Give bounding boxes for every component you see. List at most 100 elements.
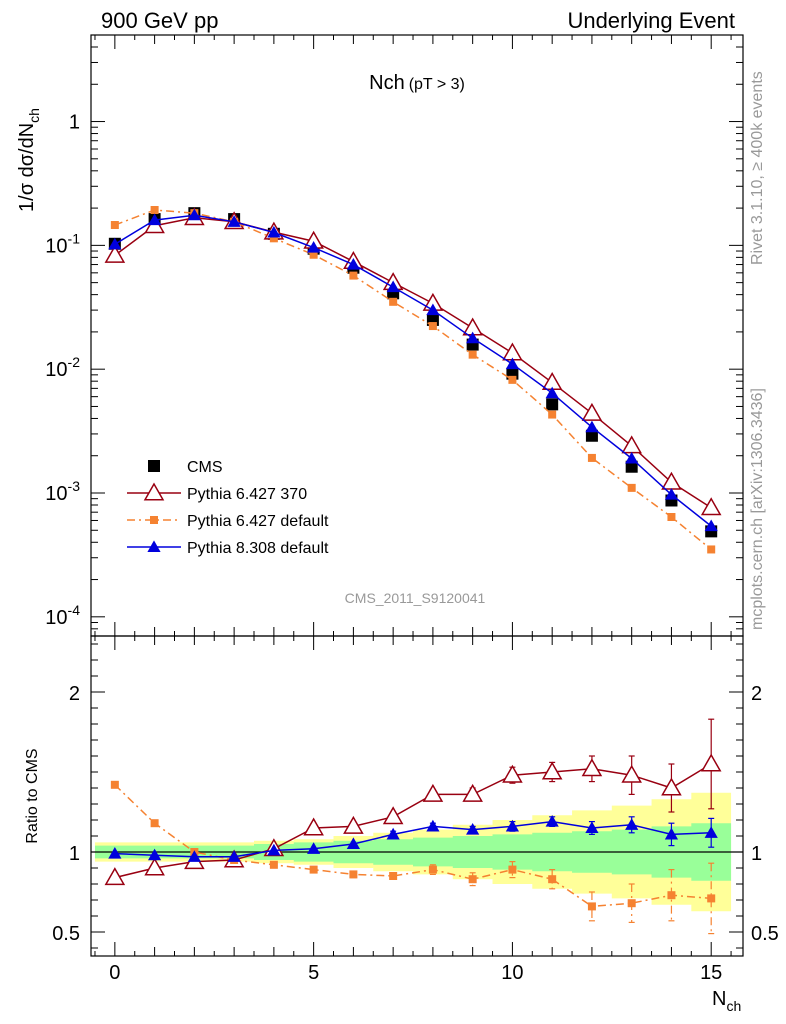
data-point-pythia6_370 xyxy=(700,497,722,516)
ratio-point-pythia6_370 xyxy=(621,764,642,783)
data-point-pythia6_default xyxy=(349,271,358,280)
legend-item-pythia6_default: Pythia 6.427 default xyxy=(127,513,329,530)
y-tick-label-exp: -3 xyxy=(68,478,81,494)
data-point-pythia6_default xyxy=(508,375,517,384)
y-tick-label-exp: -4 xyxy=(68,602,81,618)
legend-marker xyxy=(148,460,160,472)
ratio-point-pythia6_370 xyxy=(343,815,364,834)
ratio-point-pythia8 xyxy=(386,827,400,840)
y-tick-label: 10-3 xyxy=(45,478,80,505)
ratio-point-pythia8 xyxy=(267,843,281,856)
data-point-pythia6_default xyxy=(150,206,159,215)
x-axis-label-text: N xyxy=(712,988,726,1010)
data-point-pythia8 xyxy=(346,257,360,270)
ratio-point-pythia6_default xyxy=(269,860,278,869)
ratio-point-pythia6_default xyxy=(428,865,437,874)
ratio-panel: 0.5 0.5 1 1 2 2 0 5 10 15 Ratio to CMS xyxy=(24,635,779,984)
data-point-pythia6_default xyxy=(428,322,437,331)
main-ylabel: 1/σ dσ/dNch xyxy=(16,108,42,212)
rivet-note: Rivet 3.1.10, ≥ 400k events xyxy=(749,71,766,265)
y-tick-label: 10-2 xyxy=(45,354,80,381)
main-ylabel-sub: ch xyxy=(26,108,42,123)
series-line-pythia6_default xyxy=(114,209,712,551)
ratio-y-tick-label-right: 1 xyxy=(751,843,762,865)
data-point-pythia8 xyxy=(585,420,599,433)
ratio-point-pythia8 xyxy=(704,826,718,838)
data-point-pythia8 xyxy=(148,213,162,226)
data-point-pythia6_default xyxy=(707,545,716,554)
data-point-pythia6_default xyxy=(548,410,557,419)
ratio-y-tick-label-left: 1 xyxy=(69,843,80,865)
watermark: CMS_2011_S9120041 xyxy=(345,590,486,606)
ratio-point-pythia8 xyxy=(625,818,639,830)
data-point-pythia8 xyxy=(625,451,639,464)
ratio-line-pythia6_370 xyxy=(114,763,712,879)
ratio-point-pythia6_370 xyxy=(104,867,126,886)
legend-label: CMS xyxy=(187,459,223,476)
ratio-y-tick-label-left: 2 xyxy=(69,683,80,705)
y-tick-label-exp: -2 xyxy=(68,354,81,370)
legend-marker xyxy=(150,516,158,524)
ratio-point-pythia6_370 xyxy=(700,753,722,772)
ratio-point-pythia6_370 xyxy=(422,783,444,802)
y-tick-label-base: 10 xyxy=(45,235,67,257)
ratio-point-pythia8 xyxy=(108,847,122,859)
data-point-pythia8 xyxy=(426,303,440,316)
mcplots-note: mcplots.cern.ch [arXiv:1306.3436] xyxy=(749,388,766,630)
main-title-text: Nch xyxy=(369,72,405,94)
y-tick-label-exp: -1 xyxy=(68,230,81,246)
ratio-point-pythia6_370 xyxy=(382,806,404,825)
ratio-point-pythia8 xyxy=(505,819,520,832)
data-point-pythia8 xyxy=(227,215,241,227)
main-title: Nch (pT > 3) xyxy=(369,72,465,94)
x-tick-label: 0 xyxy=(109,962,120,984)
main-ylabel-text: 1/σ dσ/dN xyxy=(16,123,38,212)
data-point-pythia6_default xyxy=(389,297,398,306)
header-right: Underlying Event xyxy=(567,8,735,33)
y-tick-label-base: 10 xyxy=(45,483,67,505)
ratio-point-pythia6_370 xyxy=(581,758,603,777)
y-tick-label: 10-1 xyxy=(45,230,80,257)
ratio-point-pythia6_default xyxy=(468,875,477,884)
data-point-pythia8 xyxy=(664,488,679,500)
data-point-pythia6_default xyxy=(110,221,119,230)
ratio-point-pythia6_370 xyxy=(502,764,523,783)
legend-marker xyxy=(143,482,165,501)
ratio-ylabel: Ratio to CMS xyxy=(24,748,41,843)
ratio-point-pythia8 xyxy=(664,827,679,840)
series-pythia8 xyxy=(108,208,718,532)
ratio-line-pythia6_default xyxy=(114,784,712,908)
data-point-cms xyxy=(625,460,638,473)
ratio-frame xyxy=(90,635,744,957)
ratio-point-pythia6_default xyxy=(349,870,358,879)
data-point-pythia6_default xyxy=(468,350,477,359)
data-point-pythia6_default xyxy=(627,483,636,492)
ratio-y-tick-label-left: 0.5 xyxy=(52,923,80,945)
ratio-point-pythia6_370 xyxy=(462,783,483,802)
ratio-point-pythia6_370 xyxy=(303,817,324,836)
ratio-y-tick-label-right: 2 xyxy=(751,683,762,705)
data-point-pythia8 xyxy=(545,386,559,399)
ratio-point-pythia6_default xyxy=(508,865,517,874)
data-point-pythia6_default xyxy=(269,234,278,243)
data-point-pythia6_370 xyxy=(621,435,642,454)
data-point-pythia8 xyxy=(704,519,718,532)
series-line-pythia6_370 xyxy=(114,217,712,509)
data-point-pythia6_default xyxy=(587,453,596,462)
data-point-pythia8 xyxy=(386,280,400,293)
y-tick-label-base: 10 xyxy=(45,607,67,629)
x-tick-label: 5 xyxy=(308,962,319,984)
ratio-point-pythia6_default xyxy=(707,894,716,903)
ratio-point-pythia6_default xyxy=(627,899,636,908)
data-point-pythia8 xyxy=(307,240,321,253)
ratio-point-pythia6_default xyxy=(667,891,676,900)
data-point-pythia6_370 xyxy=(502,342,523,361)
x-tick-label: 15 xyxy=(700,962,722,984)
ratio-point-pythia6_default xyxy=(309,865,318,874)
ratio-point-pythia8 xyxy=(187,850,201,862)
ratio-series-pythia8 xyxy=(108,815,718,862)
ratio-point-pythia6_default xyxy=(548,875,557,884)
x-axis-label-sub: ch xyxy=(726,998,741,1014)
header-left: 900 GeV pp xyxy=(101,8,218,33)
